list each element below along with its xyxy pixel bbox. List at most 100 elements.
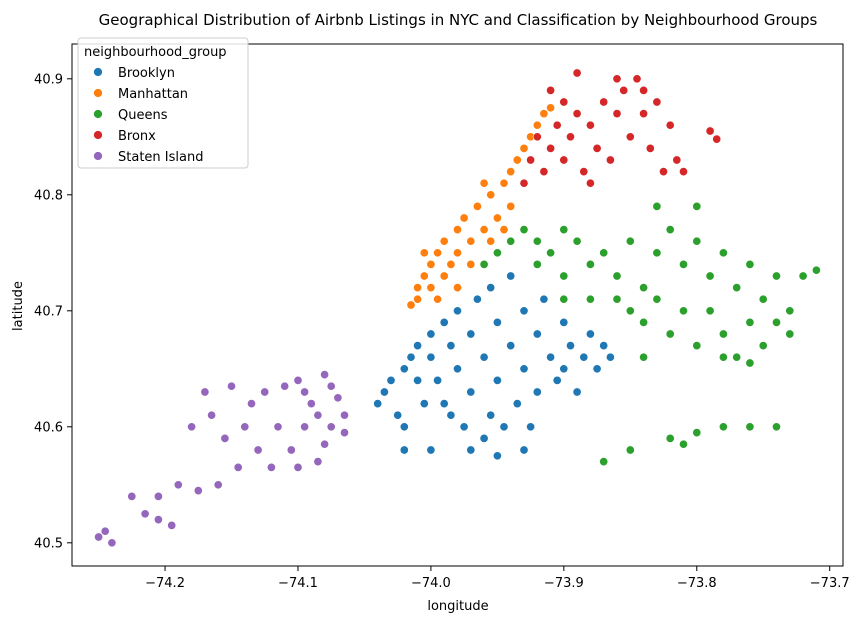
point-brooklyn-13	[439, 317, 449, 327]
point-brooklyn-8	[413, 375, 423, 385]
point-manhattan-11	[452, 248, 463, 258]
y-axis-label: latitude	[11, 281, 26, 331]
point-queens-21	[732, 283, 742, 293]
point-bronx-29	[705, 126, 715, 136]
point-queens-49	[599, 457, 609, 467]
point-staten-island-27	[306, 399, 316, 409]
point-staten-island-10	[193, 486, 203, 496]
point-bronx-26	[572, 68, 582, 78]
point-brooklyn-30	[512, 399, 522, 409]
point-brooklyn-34	[532, 329, 542, 339]
point-queens-46	[692, 201, 702, 211]
point-bronx-13	[599, 97, 609, 107]
legend-entries: Brooklyn Manhattan Queens Bronx Staten Islan…	[93, 66, 203, 165]
point-bronx-18	[632, 74, 642, 84]
point-bronx-24	[672, 155, 682, 165]
legend: neighbourhood_group Brooklyn Manhattan Que…	[77, 37, 249, 169]
point-brooklyn-38	[552, 375, 562, 385]
point-staten-island-37	[326, 381, 336, 391]
point-staten-island-6	[153, 491, 163, 501]
point-staten-island-18	[246, 399, 257, 409]
point-bronx-20	[645, 143, 655, 153]
point-brooklyn-22	[479, 352, 489, 362]
point-queens-7	[559, 225, 569, 235]
point-brooklyn-46	[599, 341, 609, 351]
point-brooklyn-51	[492, 451, 502, 461]
point-manhattan-20	[506, 167, 516, 177]
point-queens-15	[652, 248, 662, 258]
point-bronx-8	[565, 132, 576, 142]
point-brooklyn-49	[426, 445, 436, 455]
point-staten-island-8	[173, 480, 183, 490]
point-manhattan-22	[519, 143, 529, 153]
point-staten-island-38	[339, 428, 350, 438]
point-brooklyn-44	[585, 329, 595, 339]
point-bronx-12	[592, 143, 602, 153]
point-queens-16	[665, 225, 675, 235]
point-queens-37	[639, 317, 649, 327]
plot-frame	[71, 43, 844, 567]
point-queens-33	[692, 341, 702, 351]
legend-label: Queens	[118, 108, 168, 123]
point-brooklyn-43	[579, 352, 589, 362]
point-queens-39	[612, 294, 622, 304]
point-brooklyn-41	[565, 341, 576, 351]
point-queens-14	[639, 283, 649, 293]
point-staten-island-11	[200, 387, 210, 397]
point-brooklyn-17	[452, 364, 463, 374]
legend-title: neighbourhood_group	[84, 45, 227, 60]
point-queens-19	[705, 271, 715, 281]
point-brooklyn-37	[546, 352, 556, 362]
point-bronx-32	[546, 85, 556, 95]
point-manhattan-7	[439, 271, 449, 281]
point-queens-4	[532, 236, 542, 246]
point-manhattan-2	[413, 283, 423, 293]
point-manhattan-0	[406, 300, 416, 310]
point-brooklyn-21	[472, 294, 482, 304]
point-bronx-22	[658, 167, 669, 177]
x-axis: −74.2 −74.1 −74.0 −73.9 −73.8 −73.7	[145, 566, 850, 591]
point-brooklyn-1	[379, 387, 389, 397]
point-queens-10	[585, 259, 595, 269]
point-bronx-0	[519, 178, 529, 188]
point-brooklyn-4	[399, 364, 409, 374]
point-brooklyn-54	[486, 410, 496, 420]
point-manhattan-28	[452, 283, 463, 293]
x-tick-label: −73.9	[544, 576, 584, 591]
point-staten-island-23	[280, 381, 290, 391]
point-bronx-27	[612, 74, 622, 84]
point-queens-17	[678, 259, 689, 269]
point-brooklyn-16	[452, 306, 463, 316]
point-bronx-6	[559, 97, 569, 107]
point-manhattan-18	[499, 178, 509, 188]
point-manhattan-27	[433, 294, 443, 304]
point-manhattan-25	[539, 109, 549, 119]
point-brooklyn-24	[486, 283, 496, 293]
point-queens-54	[745, 422, 755, 432]
point-manhattan-15	[479, 225, 489, 235]
point-manhattan-21	[512, 155, 522, 165]
legend-label: Bronx	[118, 129, 156, 144]
point-queens-20	[718, 248, 728, 258]
point-staten-island-19	[253, 445, 263, 455]
point-brooklyn-15	[446, 341, 456, 351]
point-queens-6	[546, 248, 556, 258]
point-queens-56	[678, 439, 689, 449]
point-manhattan-13	[466, 236, 476, 246]
point-queens-50	[625, 445, 635, 455]
point-queens-30	[732, 352, 742, 362]
point-manhattan-17	[492, 213, 502, 223]
point-staten-island-4	[140, 509, 150, 519]
point-brooklyn-0	[373, 399, 383, 409]
chart-title: Geographical Distribution of Airbnb List…	[99, 11, 818, 29]
point-brooklyn-9	[419, 399, 429, 409]
point-staten-island-34	[300, 387, 310, 397]
point-queens-40	[585, 294, 595, 304]
x-tick-label: −74.2	[145, 576, 185, 591]
point-staten-island-36	[313, 410, 323, 420]
point-manhattan-31	[499, 225, 509, 235]
point-bronx-11	[585, 120, 595, 130]
point-queens-44	[745, 358, 755, 368]
point-queens-48	[811, 265, 821, 275]
legend-marker	[93, 67, 103, 77]
